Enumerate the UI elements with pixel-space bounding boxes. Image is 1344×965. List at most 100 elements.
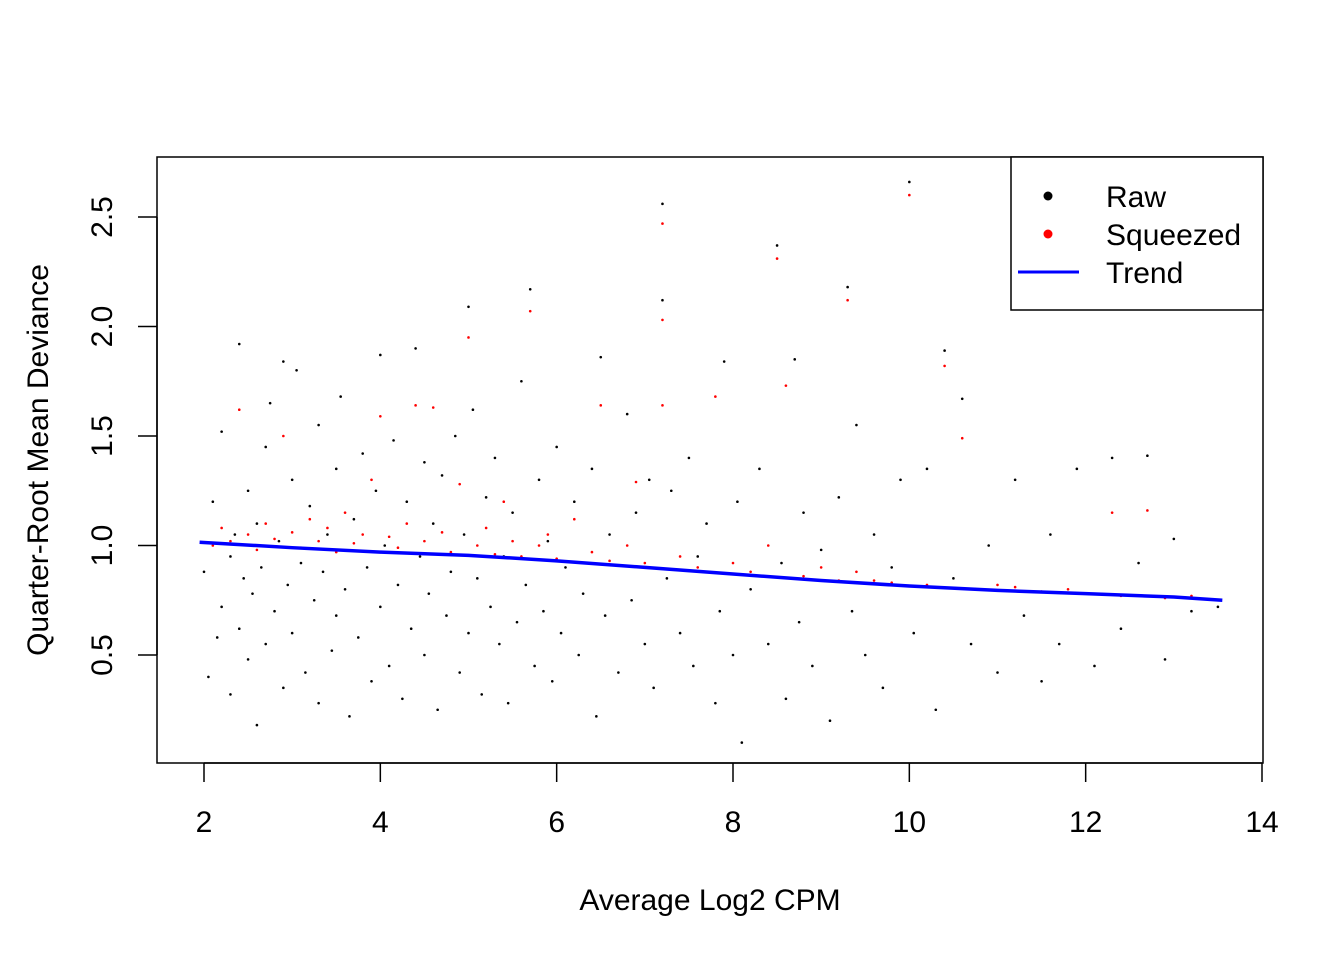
squeezed-point — [414, 404, 417, 407]
raw-point — [1040, 679, 1043, 683]
raw-point — [736, 500, 739, 504]
squeezed-point — [846, 298, 849, 302]
raw-point — [365, 566, 369, 569]
raw-point — [356, 636, 360, 639]
raw-point — [202, 570, 206, 574]
squeezed-point — [343, 511, 347, 514]
raw-point — [427, 592, 431, 595]
raw-point — [467, 305, 470, 309]
squeezed-point — [361, 533, 365, 536]
raw-point — [229, 555, 232, 558]
raw-point — [696, 555, 700, 558]
raw-point — [1110, 456, 1114, 460]
raw-point — [237, 342, 241, 346]
raw-point — [379, 353, 382, 357]
raw-point — [793, 358, 797, 361]
raw-point — [669, 489, 673, 493]
raw-point — [220, 430, 223, 433]
raw-point — [952, 577, 955, 580]
legend-label-squeezed: Squeezed — [1106, 219, 1241, 252]
x-axis-label: Average Log2 CPM — [579, 884, 840, 917]
squeezed-point — [528, 309, 532, 313]
raw-point — [1190, 609, 1193, 613]
squeezed-point — [537, 544, 541, 547]
squeezed-point — [352, 542, 356, 545]
raw-point — [908, 180, 911, 184]
squeezed-point — [449, 550, 453, 554]
squeezed-point — [237, 408, 241, 412]
squeezed-point — [634, 480, 638, 484]
raw-point — [282, 686, 285, 690]
raw-point — [652, 686, 655, 690]
raw-point — [555, 445, 558, 449]
raw-point — [260, 566, 263, 569]
x-tick-label: 2 — [196, 806, 213, 839]
raw-point — [943, 349, 946, 352]
raw-point — [890, 566, 893, 569]
legend-marker-squeezed — [1043, 229, 1053, 239]
squeezed-point — [784, 384, 788, 387]
squeezed-point — [546, 533, 550, 536]
squeezed-point — [246, 533, 250, 536]
raw-point — [1146, 454, 1149, 458]
raw-point — [934, 708, 938, 712]
raw-point — [471, 408, 475, 412]
raw-point — [339, 395, 342, 398]
squeezed-point — [661, 222, 664, 225]
y-tick-label: 2.5 — [86, 196, 119, 238]
raw-point — [1022, 614, 1026, 617]
raw-point — [969, 642, 973, 646]
raw-point — [1172, 537, 1176, 541]
raw-point — [678, 631, 682, 635]
raw-point — [559, 631, 563, 635]
raw-point — [1216, 605, 1220, 609]
squeezed-point — [467, 336, 470, 339]
raw-point — [987, 544, 990, 547]
raw-point — [361, 452, 365, 455]
squeezed-point — [431, 406, 435, 409]
raw-point — [722, 360, 726, 363]
raw-point — [758, 467, 761, 471]
raw-point — [467, 631, 470, 635]
raw-point — [286, 583, 290, 587]
squeezed-point — [458, 482, 461, 486]
raw-point — [246, 489, 250, 493]
squeezed-point — [714, 395, 717, 398]
y-tick-label: 1.0 — [86, 525, 119, 567]
squeezed-point — [731, 561, 735, 565]
y-axis-label: Quarter-Root Mean Deviance — [22, 264, 55, 656]
squeezed-point — [405, 522, 409, 525]
squeezed-point — [379, 414, 382, 418]
x-tick-label: 6 — [548, 806, 565, 839]
raw-point — [436, 708, 439, 712]
raw-point — [863, 653, 867, 657]
squeezed-point — [696, 566, 700, 569]
raw-point — [595, 715, 598, 718]
raw-point — [220, 605, 223, 609]
legend-box — [1010, 156, 1264, 311]
x-tick-label: 8 — [725, 806, 742, 839]
raw-point — [370, 679, 373, 683]
raw-point — [343, 588, 347, 591]
raw-point — [1119, 627, 1123, 631]
x-tick-label: 4 — [372, 806, 389, 839]
raw-point — [330, 649, 334, 652]
raw-point — [780, 561, 783, 565]
raw-point — [304, 671, 307, 674]
raw-point — [846, 285, 849, 289]
raw-point — [458, 671, 461, 674]
raw-point — [643, 642, 647, 646]
y-tick-label: 0.5 — [86, 634, 119, 676]
raw-point — [334, 467, 338, 471]
raw-point — [634, 511, 638, 514]
squeezed-point — [802, 574, 805, 578]
raw-point — [409, 627, 413, 631]
raw-point — [334, 614, 338, 617]
squeezed-point — [678, 555, 682, 558]
raw-point — [775, 244, 779, 247]
raw-point — [255, 522, 259, 525]
raw-point — [960, 397, 964, 401]
raw-point — [872, 533, 876, 536]
squeezed-point — [229, 539, 232, 543]
raw-point — [374, 489, 378, 493]
